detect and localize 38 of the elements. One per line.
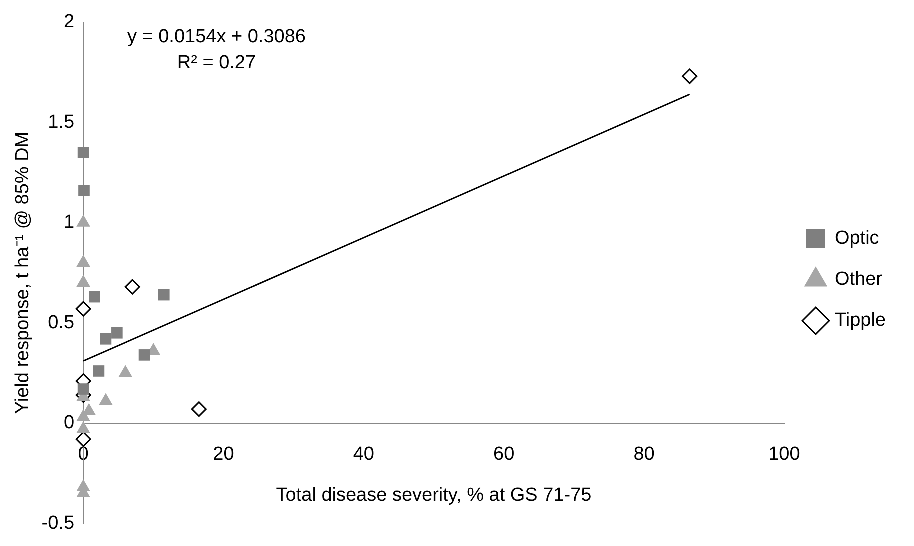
x-tick-label: 0 [78, 444, 89, 465]
y-tick-label: 0 [64, 412, 75, 434]
y-tick-label: 2 [64, 12, 75, 33]
x-tick-label: 60 [494, 444, 515, 465]
x-tick-label: 100 [768, 444, 800, 465]
y-tick-label: 1 [64, 212, 75, 234]
point [78, 384, 90, 395]
point [78, 185, 90, 196]
point [112, 327, 123, 339]
x-axis-title: Total disease severity, % at GS 71-75 [276, 484, 592, 506]
point [76, 301, 92, 317]
y-tick-label: 1.5 [48, 112, 75, 133]
legend-label: Optic [834, 228, 880, 250]
point [158, 289, 170, 301]
point [76, 432, 92, 448]
annotation: R² = 0.27 [177, 52, 256, 74]
legend-label: Tipple [834, 310, 886, 332]
point [93, 366, 105, 377]
x-tick-label: 40 [353, 444, 374, 465]
y-tick-label: 0.5 [48, 312, 75, 334]
annotation: y = 0.0154x + 0.3086 [127, 26, 306, 48]
point [76, 421, 90, 434]
point [89, 291, 100, 303]
point [99, 393, 113, 406]
x-tick-label: 20 [213, 444, 234, 465]
y-tick-label: -0.5 [42, 512, 75, 534]
point [138, 350, 150, 361]
point [191, 402, 207, 418]
point [682, 68, 698, 84]
point [118, 365, 133, 378]
point [124, 279, 140, 295]
legend-label: Other [834, 269, 884, 290]
x-tick-label: 80 [634, 444, 655, 465]
point [76, 409, 90, 422]
point [78, 147, 90, 158]
point [100, 334, 112, 345]
point [76, 275, 90, 288]
y-axis-title: Yield response, t ha⁻¹ @ 85% DM [12, 132, 34, 414]
